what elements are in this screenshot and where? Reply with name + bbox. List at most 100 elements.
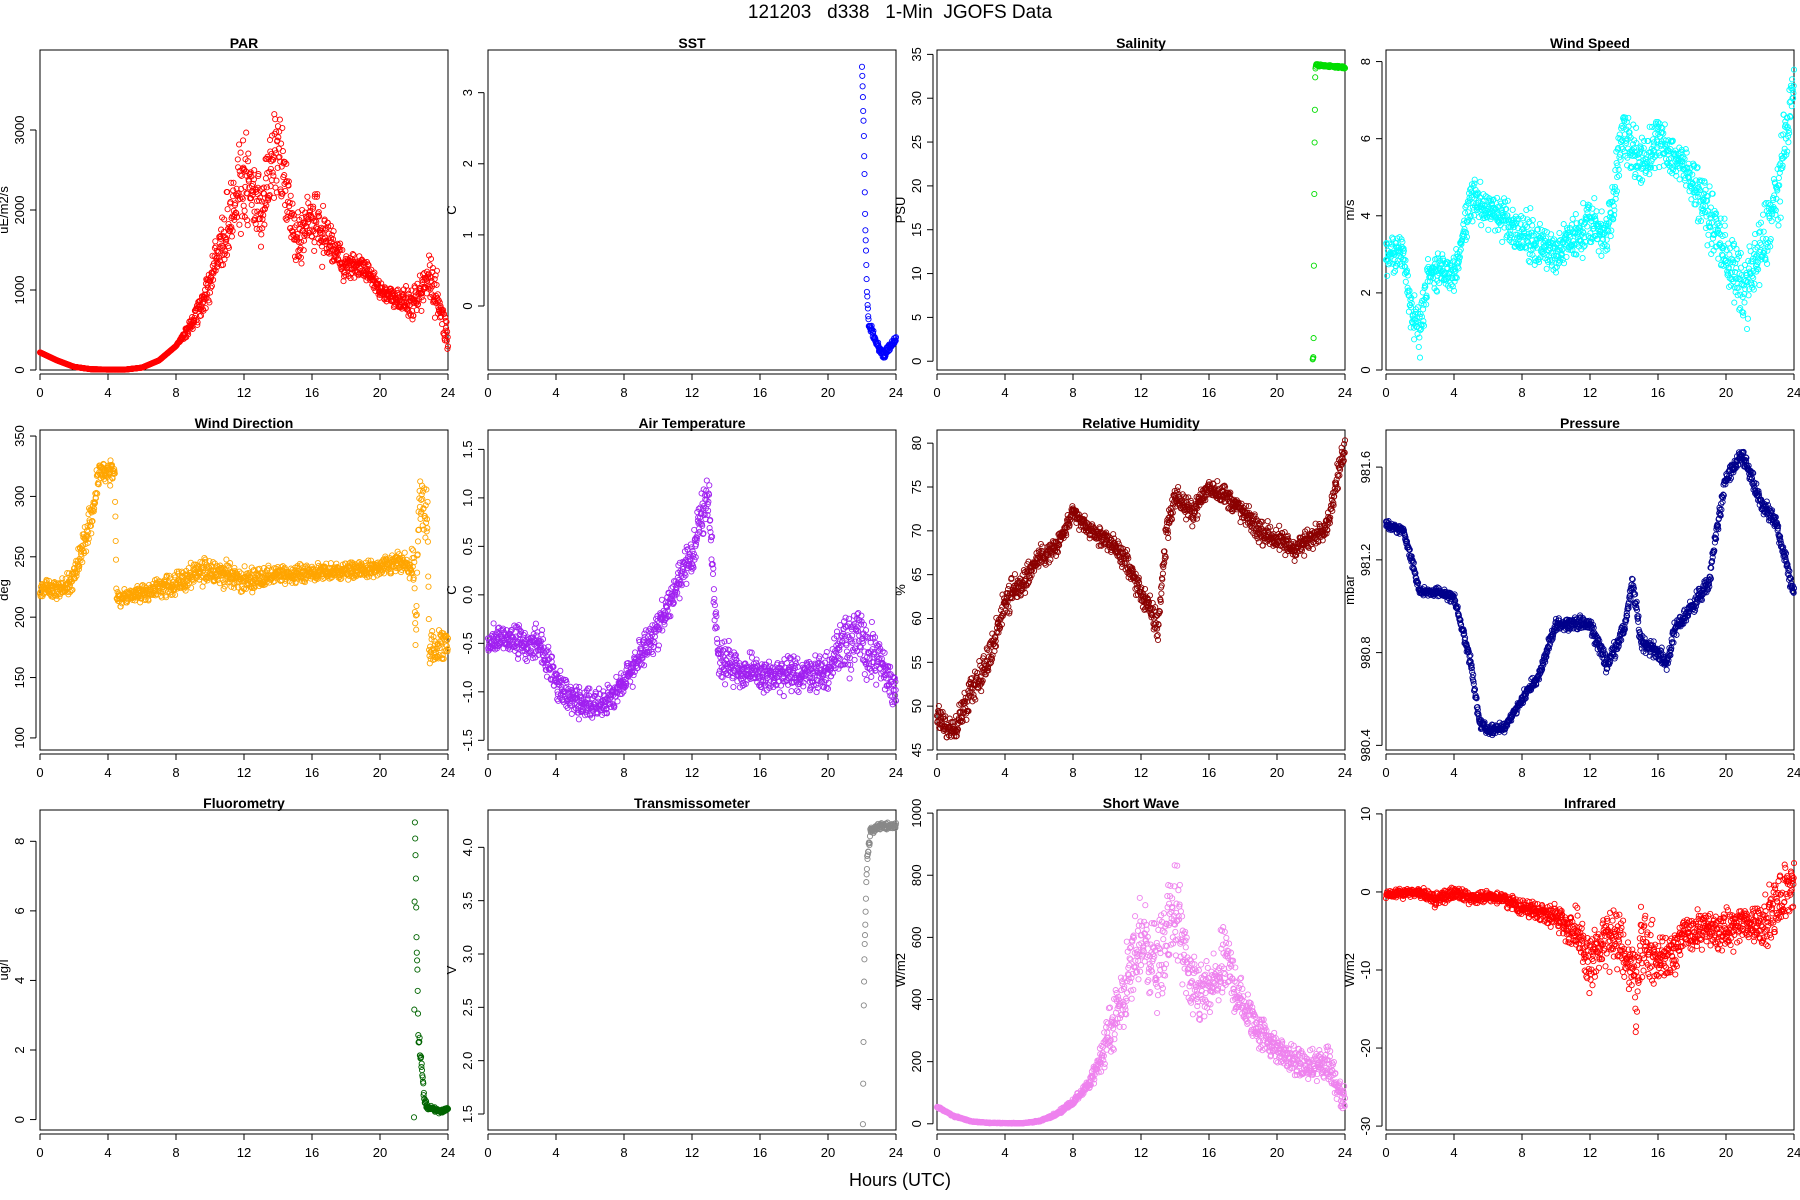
data-point	[1415, 310, 1422, 317]
data-point	[250, 176, 257, 183]
data-point	[1399, 238, 1406, 245]
data-point	[215, 248, 222, 255]
data-point	[1775, 174, 1782, 182]
panel-title: Air Temperature	[638, 415, 745, 431]
data-point	[1717, 240, 1724, 247]
data-point	[1789, 76, 1796, 83]
data-point	[514, 624, 521, 631]
data-point	[1402, 278, 1409, 285]
data-point	[1400, 245, 1407, 252]
data-point	[1499, 238, 1506, 245]
data-point	[316, 213, 323, 220]
data-point	[1495, 226, 1502, 233]
data-point	[1573, 251, 1580, 258]
data-point	[1699, 210, 1706, 217]
data-point	[257, 243, 265, 250]
data-point	[111, 466, 118, 473]
data-point	[234, 156, 241, 163]
data-point	[365, 262, 372, 269]
data-point	[207, 284, 214, 291]
y-tick-label: 200	[12, 606, 27, 628]
data-point	[199, 583, 206, 590]
data-point	[282, 215, 289, 222]
data-point	[291, 253, 299, 260]
y-tick-label: 30	[909, 91, 924, 105]
data-point	[1742, 285, 1749, 293]
data-point	[279, 124, 286, 132]
y-tick-label: -1.5	[460, 729, 475, 751]
data-point	[1586, 202, 1593, 209]
data-point	[1408, 300, 1415, 307]
data-point	[85, 528, 92, 535]
x-tick-label: 8	[1518, 385, 1525, 400]
data-point	[1529, 217, 1536, 224]
data-point	[267, 165, 274, 172]
data-point	[1760, 228, 1767, 235]
data-point	[1424, 278, 1431, 285]
data-point	[1769, 211, 1776, 218]
data-point	[1705, 231, 1712, 238]
data-point	[611, 703, 618, 710]
data-point	[1582, 238, 1589, 245]
data-point	[1790, 90, 1797, 97]
data-point	[299, 578, 306, 585]
data-point	[222, 234, 229, 241]
data-point	[251, 167, 258, 174]
data-point	[319, 263, 326, 270]
data-point	[1548, 231, 1555, 238]
data-point	[1660, 130, 1667, 137]
data-point	[630, 672, 637, 679]
data-point	[1649, 155, 1656, 162]
data-point	[1698, 191, 1705, 198]
data-point	[418, 294, 425, 301]
data-points	[858, 63, 900, 361]
data-point	[595, 685, 603, 692]
data-point	[53, 592, 60, 599]
data-point	[1748, 281, 1755, 288]
data-point	[1786, 130, 1793, 137]
data-point	[861, 189, 868, 196]
data-point	[258, 231, 265, 238]
data-point	[274, 137, 281, 144]
data-point	[323, 560, 330, 567]
y-tick-label: 100	[12, 727, 27, 749]
data-point	[548, 654, 555, 661]
data-point	[251, 208, 258, 215]
data-point	[1310, 335, 1317, 342]
data-point	[304, 193, 311, 200]
y-axis-label: PSU	[893, 197, 908, 224]
data-point	[1550, 252, 1557, 259]
data-point	[1740, 309, 1747, 316]
data-point	[279, 148, 286, 155]
data-point	[248, 195, 255, 202]
data-point	[1784, 123, 1791, 131]
data-point	[1569, 237, 1577, 244]
data-point	[1655, 123, 1662, 130]
data-point	[1414, 330, 1421, 338]
data-point	[318, 243, 325, 250]
data-point	[1595, 248, 1602, 255]
data-point	[654, 646, 662, 653]
data-point	[1420, 306, 1427, 313]
data-point	[1616, 172, 1623, 179]
data-point	[194, 321, 201, 328]
data-point	[520, 631, 527, 638]
data-point	[296, 560, 303, 567]
data-point	[1681, 155, 1688, 162]
y-tick-label: 15	[909, 222, 924, 236]
y-tick-label: 25	[909, 135, 924, 149]
data-point	[1656, 152, 1663, 159]
x-tick-label: 4	[1001, 385, 1008, 400]
data-point	[315, 212, 322, 219]
data-point	[1441, 274, 1448, 281]
data-point	[1543, 265, 1550, 272]
data-point	[231, 564, 238, 571]
data-point	[240, 137, 247, 144]
data-point	[324, 219, 331, 226]
data-point	[243, 129, 250, 136]
data-point	[1768, 218, 1775, 225]
data-point	[210, 276, 217, 283]
data-point	[1423, 301, 1430, 308]
data-point	[539, 636, 547, 643]
data-point	[1534, 226, 1541, 233]
